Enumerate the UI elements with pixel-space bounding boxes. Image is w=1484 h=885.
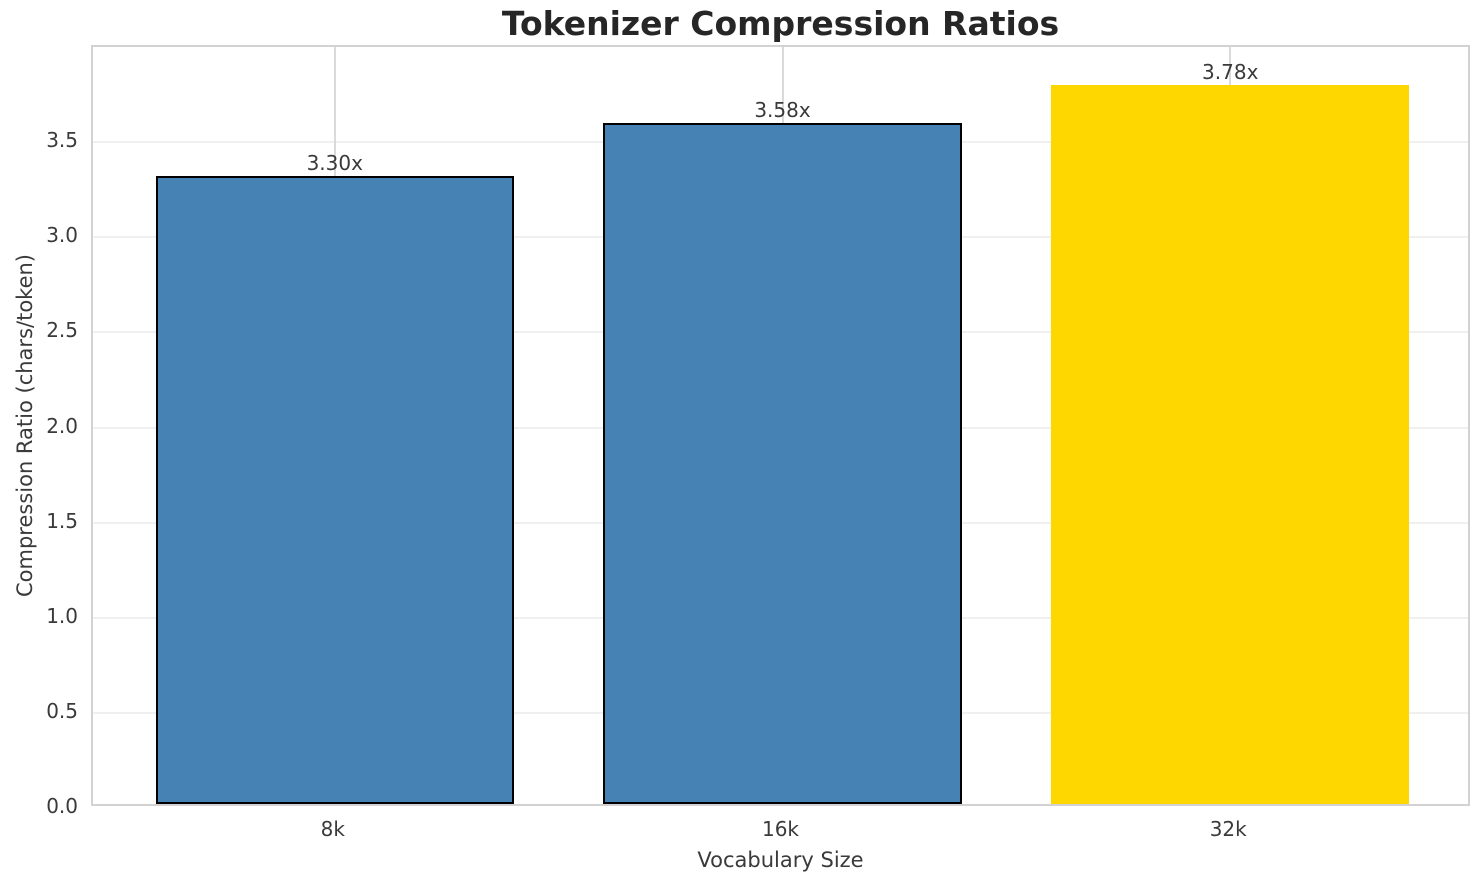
- chart-title: Tokenizer Compression Ratios: [501, 4, 1060, 43]
- x-tick-label: 32k: [1209, 817, 1247, 841]
- x-axis-label: Vocabulary Size: [697, 848, 864, 872]
- y-tick-label: 0.0: [46, 794, 78, 818]
- bar-value-label: 3.78x: [1202, 59, 1259, 84]
- plot-area: 3.30x 3.58x 3.78x: [91, 45, 1470, 806]
- y-tick-label: 2.0: [46, 413, 78, 438]
- x-tick-label: 8k: [320, 817, 345, 841]
- x-tick-label: 16k: [761, 817, 800, 841]
- bar-value-label: 3.58x: [754, 97, 811, 122]
- bar-16k: [603, 122, 962, 804]
- bar-8k: [155, 176, 514, 804]
- y-tick-label: 0.5: [46, 698, 78, 723]
- bar-32k: [1051, 84, 1410, 804]
- y-tick-label: 3.5: [46, 128, 78, 153]
- y-tick-label: 3.0: [46, 223, 78, 248]
- y-tick-label: 1.0: [46, 603, 78, 628]
- bar-value-label: 3.30x: [306, 151, 363, 176]
- y-tick-label: 1.5: [46, 508, 78, 533]
- y-tick-label: 2.5: [46, 318, 78, 343]
- y-axis-label: Compression Ratio (chars/token): [13, 254, 37, 598]
